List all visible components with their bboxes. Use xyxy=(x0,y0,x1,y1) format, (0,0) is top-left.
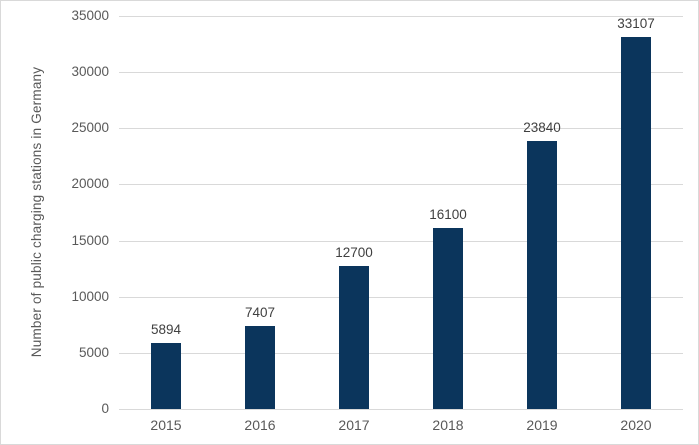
x-tick-label: 2017 xyxy=(338,417,370,433)
y-tick-label: 5000 xyxy=(78,344,109,360)
y-tick-label: 20000 xyxy=(71,176,109,192)
bar-value-label: 33107 xyxy=(617,16,655,32)
y-tick-label: 35000 xyxy=(71,8,109,23)
gridline xyxy=(119,128,683,130)
x-tick-label: 2020 xyxy=(620,417,652,433)
bar-2015 xyxy=(151,342,181,409)
bar-2020 xyxy=(621,37,651,409)
bar-value-label: 12700 xyxy=(335,245,373,261)
gridline xyxy=(119,240,683,242)
gridline xyxy=(119,352,683,354)
bar-value-label: 5894 xyxy=(150,321,182,337)
y-tick-label: 25000 xyxy=(71,120,109,136)
bar-value-label: 23840 xyxy=(523,120,561,136)
y-tick-label: 15000 xyxy=(71,232,109,248)
y-tick-label: 10000 xyxy=(71,288,109,304)
bar-value-label: 16100 xyxy=(429,207,467,223)
x-tick-label: 2019 xyxy=(526,417,558,433)
y-tick-label: 30000 xyxy=(71,64,109,80)
y-tick-label: 0 xyxy=(101,401,109,416)
x-tick-label: 2016 xyxy=(244,417,276,433)
bar-2019 xyxy=(527,141,557,409)
bar-value-label: 7407 xyxy=(244,304,276,320)
bar-2018 xyxy=(433,228,463,409)
gridline xyxy=(119,184,683,186)
gridline xyxy=(119,16,683,17)
x-tick-label: 2018 xyxy=(432,417,464,433)
gridline xyxy=(119,72,683,74)
plot-area xyxy=(119,16,683,410)
bar-2017 xyxy=(339,266,369,409)
gridline xyxy=(119,296,683,298)
x-tick-label: 2015 xyxy=(150,417,182,433)
bar-2016 xyxy=(245,325,275,409)
x-axis-line xyxy=(119,409,683,410)
